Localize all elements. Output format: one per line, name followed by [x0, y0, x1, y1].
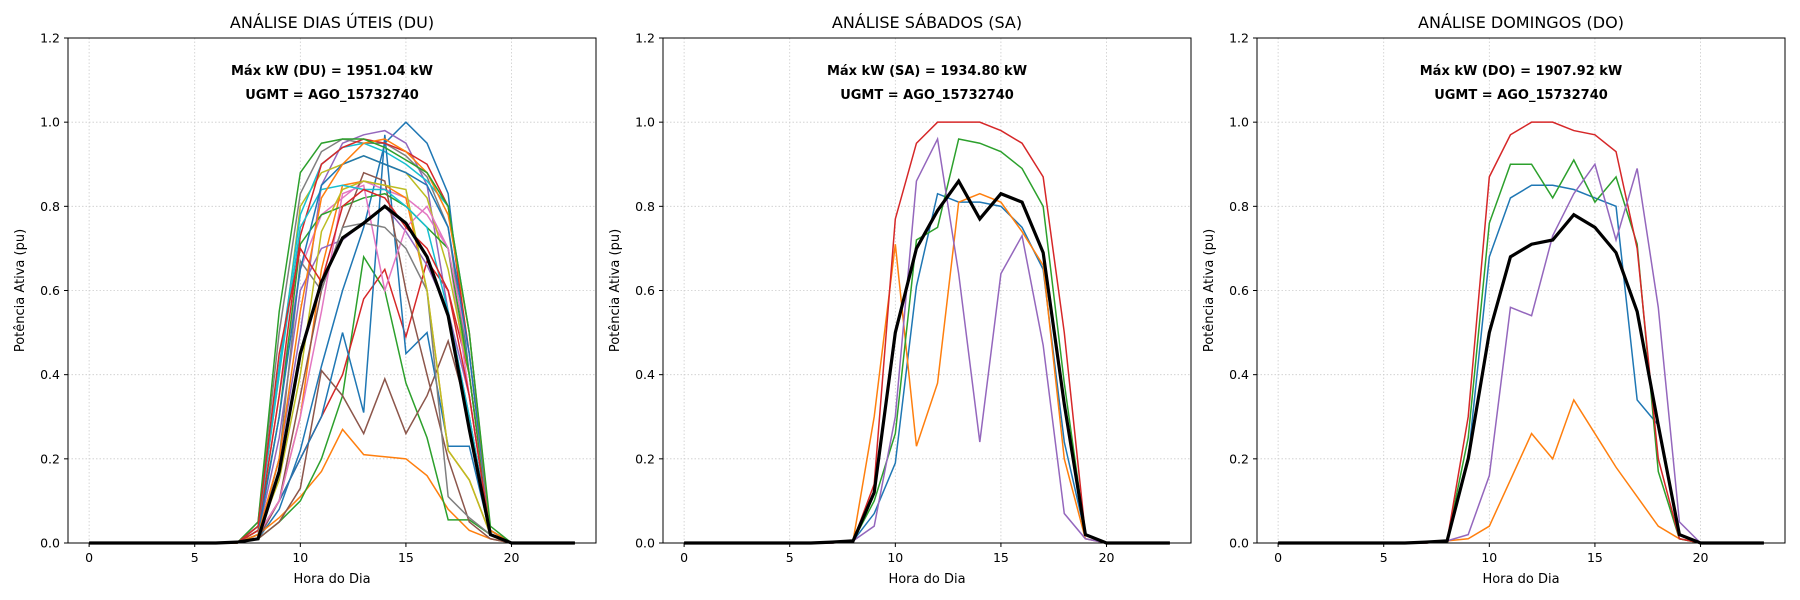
series-line: [89, 184, 575, 544]
series-line: [1278, 121, 1764, 544]
y-axis-label: Potência Ativa (pu): [13, 229, 28, 352]
y-tick-label: 0.4: [1229, 367, 1249, 382]
series-line: [684, 192, 1170, 544]
series-line: [89, 180, 575, 544]
series-line: [89, 428, 575, 544]
y-tick-label: 1.2: [635, 31, 655, 46]
series-line: [89, 121, 575, 544]
y-tick-label: 0.2: [1229, 451, 1249, 466]
y-tick-label: 0.8: [635, 199, 655, 214]
series-line: [684, 136, 1170, 544]
annotation-text: Máx kW (DU) = 1951.04 kW: [231, 64, 433, 79]
y-tick-label: 0.8: [40, 199, 60, 214]
series-line: [684, 121, 1170, 544]
y-tick-label: 1.0: [40, 115, 60, 130]
series-line: [89, 184, 575, 544]
series-line: [684, 192, 1170, 544]
x-axis-label: Hora do Dia: [293, 572, 370, 587]
series-line: [89, 188, 575, 544]
chart-title: ANÁLISE DIAS ÚTEIS (DU): [230, 13, 434, 32]
annotation-text: UGMT = AGO_15732740: [245, 88, 419, 103]
mean-series-line: [684, 178, 1170, 545]
x-tick-label: 5: [786, 550, 794, 565]
x-tick-label: 5: [191, 550, 199, 565]
series-line: [89, 180, 575, 544]
x-tick-label: 20: [1099, 550, 1115, 565]
series-line: [89, 254, 575, 544]
x-tick-label: 0: [680, 550, 688, 565]
chart-panel-3: 0 5 10 15 20 0.0 0.2 0.4 0.6 0.8 1.0 1.2 ANÁLISE DOM…: [1202, 13, 1786, 587]
x-tick-label: 20: [1693, 550, 1709, 565]
series-line: [89, 138, 575, 544]
chart-title: ANÁLISE SÁBADOS (SA): [832, 13, 1022, 32]
y-tick-label: 0.4: [40, 367, 60, 382]
series-line: [89, 134, 575, 544]
series-line: [89, 138, 575, 544]
x-axis-label: Hora do Dia: [888, 572, 965, 587]
x-tick-label: 15: [398, 550, 414, 565]
chart-title: ANÁLISE DOMINGOS (DO): [1418, 13, 1624, 32]
series-line: [89, 142, 575, 544]
series-line: [89, 155, 575, 544]
y-axis-label: Potência Ativa (pu): [1202, 229, 1217, 352]
x-tick-label: 10: [1481, 550, 1497, 565]
series-line: [1278, 184, 1764, 544]
series-line: [1278, 158, 1764, 544]
y-tick-label: 1.0: [635, 115, 655, 130]
annotation-text: UGMT = AGO_15732740: [840, 88, 1014, 103]
series-line: [684, 138, 1170, 544]
annotation-text: Máx kW (DO) = 1907.92 kW: [1420, 64, 1623, 79]
x-axis-label: Hora do Dia: [1482, 572, 1559, 587]
x-tick-label: 10: [292, 550, 308, 565]
y-tick-label: 0.8: [1229, 199, 1249, 214]
annotation-text: Máx kW (SA) = 1934.80 kW: [827, 64, 1027, 79]
x-tick-label: 10: [887, 550, 903, 565]
series-line: [1278, 162, 1764, 544]
x-tick-label: 0: [1274, 550, 1282, 565]
y-tick-label: 0.0: [40, 536, 60, 551]
chart-panel-1: 0 5 10 15 20 0.0 0.2 0.4 0.6 0.8 1.0 1.2 ANÁLISE DIA…: [13, 13, 597, 587]
y-tick-label: 0.0: [1229, 536, 1249, 551]
y-tick-label: 0.6: [40, 283, 60, 298]
y-axis-label: Potência Ativa (pu): [608, 229, 623, 352]
x-tick-label: 5: [1380, 550, 1388, 565]
series-line: [89, 338, 575, 544]
x-tick-label: 15: [993, 550, 1009, 565]
series-line: [1278, 398, 1764, 544]
x-tick-label: 0: [85, 550, 93, 565]
series-line: [89, 138, 575, 544]
y-tick-label: 1.2: [1229, 31, 1249, 46]
y-tick-label: 0.0: [635, 536, 655, 551]
y-tick-label: 0.2: [635, 451, 655, 466]
x-tick-label: 20: [504, 550, 520, 565]
series-line: [89, 155, 575, 544]
x-tick-label: 15: [1587, 550, 1603, 565]
y-tick-label: 0.6: [1229, 283, 1249, 298]
y-tick-label: 0.2: [40, 451, 60, 466]
series-line: [89, 180, 575, 544]
y-tick-label: 1.0: [1229, 115, 1249, 130]
y-tick-label: 1.2: [40, 31, 60, 46]
series-line: [89, 138, 575, 544]
mean-series-line: [1278, 212, 1764, 545]
series-line: [89, 259, 575, 544]
y-tick-label: 0.6: [635, 283, 655, 298]
series-line: [89, 129, 575, 544]
y-tick-label: 0.4: [635, 367, 655, 382]
chart-panel-2: 0 5 10 15 20 0.0 0.2 0.4 0.6 0.8 1.0 1.2 ANÁLISE SÁB…: [608, 13, 1192, 587]
annotation-text: UGMT = AGO_15732740: [1434, 88, 1608, 103]
